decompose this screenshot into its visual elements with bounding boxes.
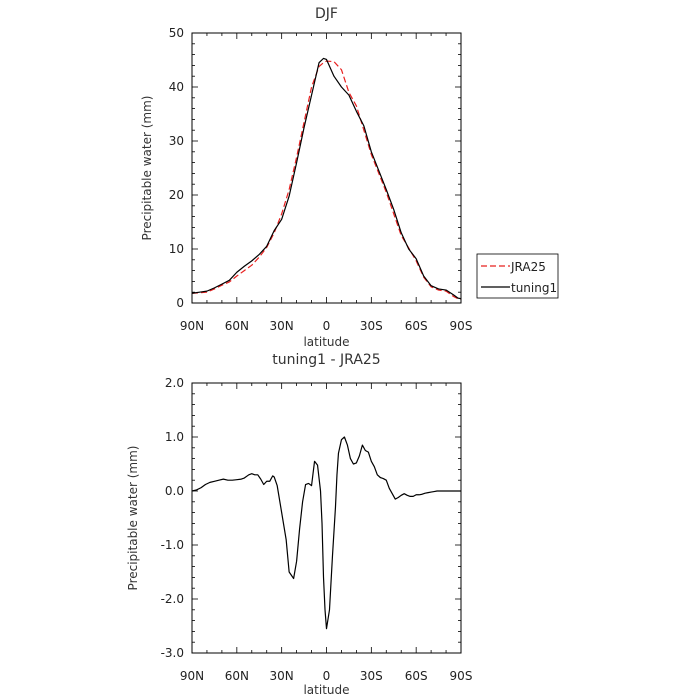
top-panel-frame [191, 32, 462, 304]
top-panel-xlabel: latitude [303, 335, 349, 349]
bottom-panel: tuning1 - JRA25 -3.0 -2.0 -1.0 0.0 1.0 2.0 90… [126, 352, 472, 697]
x-tick-label: 60S [405, 319, 428, 333]
bottom-panel-x-tick-labels: 90N 60N 30N 0 30S 60S 90S [180, 669, 473, 683]
legend-label-tuning1: tuning1 [511, 281, 557, 295]
y-tick-label: 0 [176, 296, 184, 310]
top-panel-series [191, 57, 462, 300]
y-tick-label: 2.0 [165, 376, 184, 390]
x-tick-label: 60S [405, 669, 428, 683]
x-tick-label: 90N [180, 669, 204, 683]
legend-box [476, 253, 559, 299]
y-tick-label: 20 [169, 188, 184, 202]
y-tick-label: 0.0 [165, 484, 184, 498]
bottom-panel-frame [191, 382, 462, 654]
x-tick-label: 30N [270, 319, 294, 333]
y-tick-label: 40 [169, 80, 184, 94]
y-tick-label: -2.0 [161, 592, 184, 606]
bottom-panel-ylabel: Precipitable water (mm) [126, 446, 140, 591]
y-tick-label: 1.0 [165, 430, 184, 444]
bottom-panel-title: tuning1 - JRA25 [272, 352, 380, 368]
bottom-panel-xlabel: latitude [303, 683, 349, 697]
x-tick-label: 90S [450, 669, 473, 683]
y-tick-label: 10 [169, 242, 184, 256]
x-tick-label: 60N [225, 319, 249, 333]
bottom-panel-series [191, 436, 461, 630]
bottom-panel-y-tick-labels: -3.0 -2.0 -1.0 0.0 1.0 2.0 [161, 376, 184, 660]
y-tick-label: 30 [169, 134, 184, 148]
y-tick-label: -1.0 [161, 538, 184, 552]
y-tick-label: 50 [169, 26, 184, 40]
x-tick-label: 30S [360, 319, 383, 333]
x-tick-label: 90N [180, 319, 204, 333]
x-tick-label: 30S [360, 669, 383, 683]
y-tick-label: -3.0 [161, 646, 184, 660]
top-panel-x-tick-labels: 90N 60N 30N 0 30S 60S 90S [180, 319, 473, 333]
series-line-tuning1 [191, 57, 462, 300]
bottom-panel-ticks [191, 382, 462, 654]
x-tick-label: 0 [323, 669, 331, 683]
x-tick-label: 60N [225, 669, 249, 683]
x-tick-label: 0 [323, 319, 331, 333]
top-panel-ylabel: Precipitable water (mm) [140, 96, 154, 241]
series-line-jra25 [191, 60, 462, 300]
x-tick-label: 30N [270, 669, 294, 683]
top-panel-y-tick-labels: 0 10 20 30 40 50 [169, 26, 184, 310]
top-panel: DJF 0 10 20 30 40 50 90N 60N 30N 0 30S 60S 90S lati… [140, 6, 559, 349]
legend: JRA25 tuning1 [476, 253, 559, 299]
x-tick-label: 90S [450, 319, 473, 333]
top-panel-title: DJF [315, 6, 338, 22]
series-line-difference [191, 436, 461, 630]
top-panel-ticks [191, 32, 462, 304]
legend-label-jra25: JRA25 [510, 260, 546, 274]
